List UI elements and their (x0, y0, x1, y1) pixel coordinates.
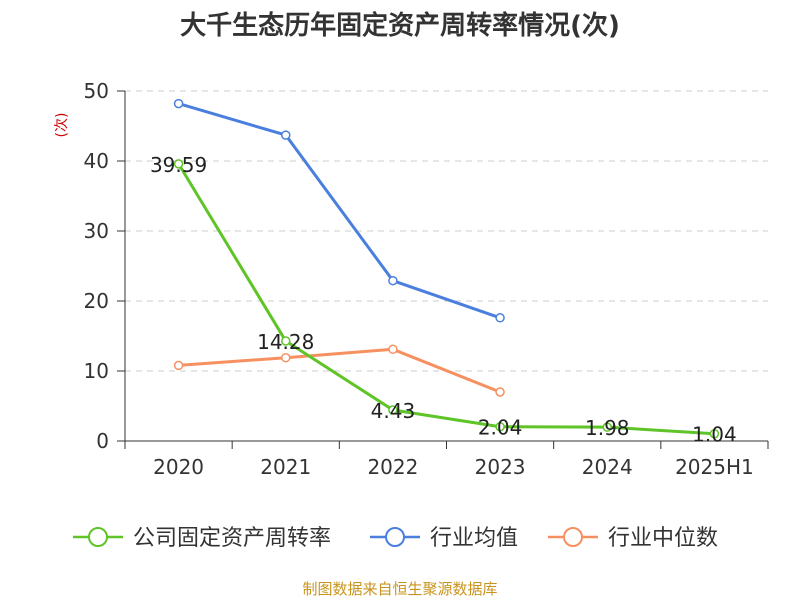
series-line (177, 163, 715, 436)
x-tick-label: 2025H1 (675, 455, 754, 479)
data-labels: 39.59 14.28 4.43 2.04 1.98 1.04 (150, 153, 737, 447)
x-tick-label: 2022 (367, 455, 418, 479)
x-tick-label: 2021 (260, 455, 311, 479)
x-tick-label: 2023 (475, 455, 526, 479)
data-point (173, 159, 184, 169)
series-lines (173, 98, 720, 439)
data-point (173, 98, 184, 109)
legend: 公司固定资产周转率 行业均值 行业中位数 (73, 526, 718, 551)
data-point (495, 387, 505, 397)
source-note: 制图数据来自恒生聚源数据库 (302, 580, 497, 598)
legend-marker (385, 527, 405, 547)
axes: 0 10 20 30 40 50 2020 2021 2022 2023 2024 2025H1 (84, 79, 769, 479)
data-point (281, 130, 291, 140)
data-point (281, 352, 291, 363)
data-label: 1.98 (585, 416, 630, 440)
y-tick-label: 50 (84, 79, 109, 103)
x-tick-label: 2020 (153, 455, 204, 479)
data-point (602, 422, 612, 432)
y-axis-unit-label: (次) (54, 113, 70, 138)
legend-label: 公司固定资产周转率 (133, 526, 331, 551)
chart-title: 大千生态历年固定资产周转率情况(次) (180, 10, 620, 41)
data-point (495, 421, 505, 432)
data-label: 4.43 (371, 399, 416, 423)
y-tick-label: 20 (84, 289, 109, 313)
data-label: 39.59 (150, 153, 207, 177)
legend-label: 行业中位数 (608, 526, 718, 551)
series-line (178, 347, 501, 394)
legend-marker (563, 527, 583, 547)
legend-marker (88, 527, 108, 547)
y-tick-label: 30 (84, 219, 109, 243)
data-point (173, 360, 184, 371)
data-point (495, 313, 505, 323)
data-label: 14.28 (257, 330, 314, 354)
grid-lines (125, 90, 768, 372)
legend-label: 行业均值 (430, 526, 518, 551)
y-tick-label: 40 (84, 149, 109, 173)
y-tick-label: 0 (96, 429, 109, 453)
data-point (388, 344, 398, 355)
x-tick-label: 2024 (582, 455, 633, 479)
data-label: 2.04 (478, 416, 523, 440)
data-point (388, 405, 398, 415)
series-line (178, 102, 501, 320)
y-tick-label: 10 (84, 359, 109, 383)
data-point (709, 428, 720, 439)
data-label: 1.04 (692, 423, 737, 447)
data-point (388, 275, 398, 286)
data-point (281, 336, 291, 346)
